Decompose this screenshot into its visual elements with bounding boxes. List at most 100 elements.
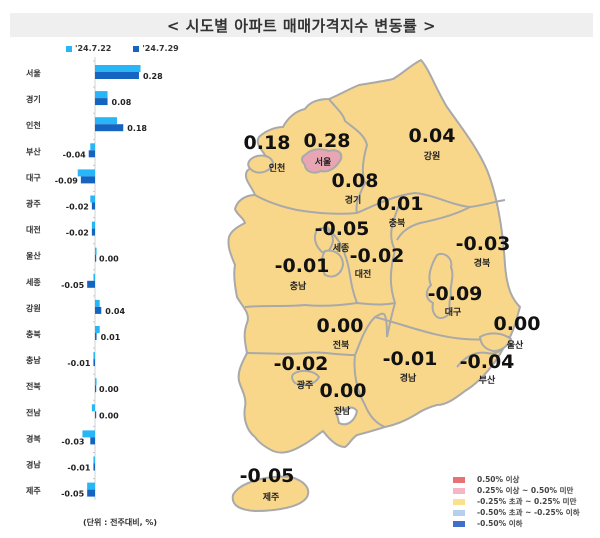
bar-row: 경북 -0.03 <box>26 425 95 446</box>
bar-value-label: 0.00 <box>99 411 119 420</box>
bar-category-label: 경북 <box>26 433 41 443</box>
korea-map: 0.18 인천 0.28 서울 0.08 경기 0.04 강원 0.01 충북 … <box>225 55 555 515</box>
map-value-seoul: 0.28 <box>303 130 351 152</box>
map-value-busan: -0.04 <box>459 351 515 373</box>
map-value-gyeonggi: 0.08 <box>331 170 379 192</box>
map-value-daegu: -0.09 <box>427 283 483 305</box>
map-name-sejong: 세종 <box>332 244 350 254</box>
legend-label-this-week: '24.7.29 <box>142 44 179 53</box>
bar-row: 대전 -0.02 <box>26 217 95 238</box>
map-name-jeju: 제주 <box>262 493 280 503</box>
map-name-daegu: 대구 <box>444 308 462 318</box>
bar-row: 충남 -0.01 <box>26 347 95 368</box>
bar-prev-week <box>95 326 100 333</box>
map-value-ulsan: 0.00 <box>493 313 541 335</box>
bar-category-label: 충북 <box>26 329 41 339</box>
bar-category-label: 서울 <box>26 68 41 78</box>
map-name-gangwon: 강원 <box>423 152 441 162</box>
bar-row: 강원 0.04 <box>26 295 125 316</box>
map-value-chungbuk: 0.01 <box>376 193 424 215</box>
legend-swatch-this-week <box>133 45 140 52</box>
bar-prev-week <box>95 117 117 125</box>
bar-chart-svg: 서울 0.28 경기 0.08 인천 0.18 부산 -0.04 대구 -0.09 광주 -0.02 대… <box>26 57 163 505</box>
bar-this-week <box>91 228 95 236</box>
bar-this-week <box>95 333 97 340</box>
legend-item-prev-week: '24.7.22 <box>66 44 111 53</box>
bar-value-label: 0.01 <box>101 333 121 342</box>
map-name-seoul: 서울 <box>314 158 332 168</box>
bar-category-label: 대구 <box>26 172 41 182</box>
bar-category-label: 전북 <box>26 381 41 391</box>
bar-row: 경남 -0.01 <box>26 452 95 473</box>
map-name-daejeon: 대전 <box>354 270 372 280</box>
map-legend-item: -0.25% 초과 ~ 0.25% 미만 <box>453 496 580 507</box>
map-legend-swatch <box>453 487 465 494</box>
bar-prev-week <box>91 221 95 229</box>
bar-this-week <box>95 411 97 419</box>
bar-row: 충북 0.01 <box>26 321 121 342</box>
bar-prev-week <box>93 456 95 464</box>
bar-this-week <box>80 176 95 184</box>
bar-row: 부산 -0.04 <box>26 138 95 159</box>
bar-category-label: 경기 <box>26 94 41 104</box>
map-legend-item: 0.25% 이상 ~ 0.50% 미만 <box>453 485 580 496</box>
map-value-jeju: -0.05 <box>239 465 295 487</box>
bar-this-week <box>93 359 95 367</box>
bar-prev-week <box>77 169 95 177</box>
bar-value-label: -0.01 <box>67 464 90 473</box>
bar-value-label: 0.04 <box>105 307 125 316</box>
map-value-incheon: 0.18 <box>243 132 291 154</box>
map-name-gyeongnam: 경남 <box>399 374 417 384</box>
bar-prev-week <box>91 404 95 412</box>
bar-prev-week <box>95 378 97 386</box>
map-name-incheon: 인천 <box>268 164 286 174</box>
bar-value-label: 0.28 <box>143 72 163 81</box>
bar-row: 전북 0.00 <box>26 373 119 394</box>
bar-this-week <box>87 280 95 288</box>
daejeon-shape <box>321 249 345 278</box>
legend-label-prev-week: '24.7.22 <box>75 44 112 53</box>
bar-category-label: 울산 <box>26 251 41 261</box>
gwangju-shape <box>291 369 321 386</box>
bar-category-label: 인천 <box>26 120 41 130</box>
bar-this-week <box>95 254 97 262</box>
korea-map-svg <box>227 59 521 513</box>
map-legend-swatch <box>453 498 465 505</box>
bar-this-week <box>95 306 102 314</box>
bar-category-label: 충남 <box>26 355 41 365</box>
bar-row: 제주 -0.05 <box>26 478 95 499</box>
bar-value-label: 0.00 <box>99 255 119 264</box>
bar-row: 서울 0.28 <box>26 60 163 81</box>
bar-row: 인천 0.18 <box>26 112 147 133</box>
map-value-gangwon: 0.04 <box>408 125 456 147</box>
bar-row: 대구 -0.09 <box>26 164 95 185</box>
map-legend-swatch <box>453 476 465 483</box>
bar-value-label: 0.18 <box>127 124 147 133</box>
map-name-jeonbuk: 전북 <box>332 341 350 351</box>
bar-category-label: 제주 <box>26 486 41 496</box>
bar-prev-week <box>82 430 95 438</box>
bar-value-label: -0.04 <box>63 150 86 159</box>
map-name-chungnam: 충남 <box>289 282 307 292</box>
bar-row: 울산 0.00 <box>26 243 119 264</box>
map-name-jeonnam: 전남 <box>333 407 351 417</box>
bar-value-label: -0.02 <box>66 203 89 212</box>
map-legend-item: -0.50% 초과 ~ -0.25% 이하 <box>453 507 580 518</box>
bar-prev-week <box>90 143 95 151</box>
map-value-jeonbuk: 0.00 <box>316 315 364 337</box>
ulsan-shape <box>478 332 513 353</box>
bar-this-week <box>93 463 95 471</box>
map-name-gwangju: 광주 <box>296 381 314 391</box>
bar-prev-week <box>93 352 95 360</box>
bar-value-label: 0.08 <box>112 98 132 107</box>
seoul-shape <box>301 148 343 174</box>
legend-item-this-week: '24.7.29 <box>133 44 179 53</box>
bar-this-week <box>95 385 97 393</box>
page-title: < 시도별 아파트 매매가격지수 변동률 > <box>10 13 593 37</box>
incheon-shape <box>247 154 275 174</box>
bar-this-week <box>95 124 124 132</box>
bar-chart-legend: '24.7.22 '24.7.29 <box>66 44 179 53</box>
bar-prev-week <box>87 482 95 490</box>
bar-category-label: 광주 <box>26 199 41 209</box>
map-legend-item: -0.50% 이하 <box>453 518 580 529</box>
